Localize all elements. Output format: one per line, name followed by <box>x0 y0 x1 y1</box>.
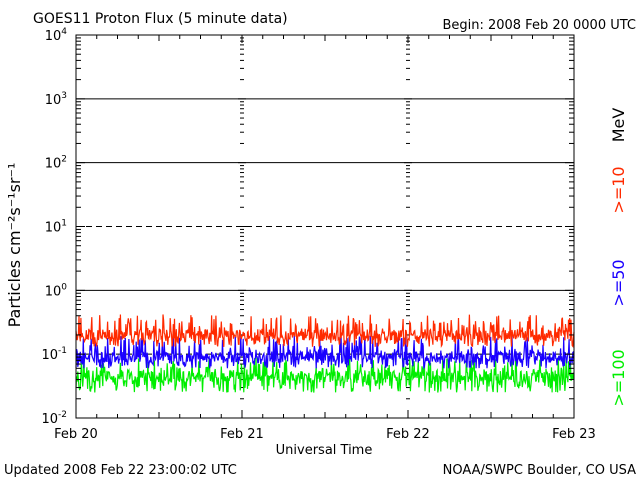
legend-entry: >=100 <box>609 349 628 406</box>
y-tick-label: 10-1 <box>41 346 67 363</box>
y-tick-labels: 10-2 10-1 100 101 102 103 104 <box>41 27 67 427</box>
plot-frame <box>75 34 575 419</box>
legend-entry: >=10 <box>609 166 628 213</box>
x-tick-label: Feb 20 <box>54 427 98 442</box>
energy-legend: MeV >=10 >=50 >=100 <box>609 108 628 407</box>
chart-title: GOES11 Proton Flux (5 minute data) <box>33 11 288 27</box>
credit-label: NOAA/SWPC Boulder, CO USA <box>443 463 636 478</box>
y-tick-label: 104 <box>45 27 68 44</box>
flux-traces <box>75 314 575 393</box>
x-tick-label: Feb 21 <box>220 427 264 442</box>
begin-time-label: Begin: 2008 Feb 20 0000 UTC <box>442 18 636 33</box>
x-tick-label: Feb 22 <box>386 427 430 442</box>
y-tick-label: 10-2 <box>41 410 67 427</box>
y-tick-label: 100 <box>45 282 68 299</box>
series-line <box>75 314 575 349</box>
y-tick-label: 101 <box>45 219 67 236</box>
legend-unit: MeV <box>609 108 628 143</box>
x-tick-label: Feb 23 <box>552 427 596 442</box>
y-tick-label: 103 <box>45 91 67 108</box>
y-tick-label: 102 <box>45 155 67 172</box>
x-axis-label: Universal Time <box>276 443 373 458</box>
series-line <box>75 334 575 370</box>
updated-timestamp: Updated 2008 Feb 22 23:00:02 UTC <box>4 463 237 478</box>
legend-entry: >=50 <box>609 259 628 306</box>
series-line <box>75 357 575 393</box>
x-tick-labels: Feb 20 Feb 21 Feb 22 Feb 23 <box>54 427 596 442</box>
y-axis-label: Particles cm⁻²s⁻¹sr⁻¹ <box>5 163 24 328</box>
